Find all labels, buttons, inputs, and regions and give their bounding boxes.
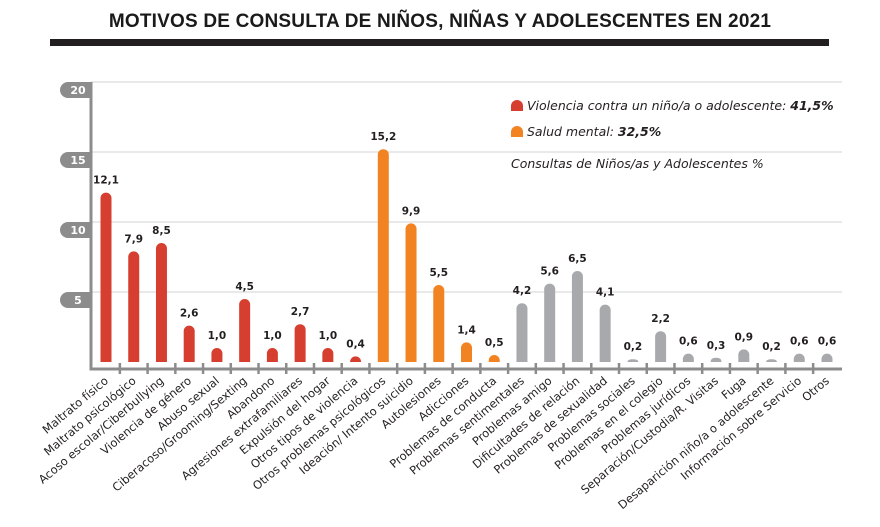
bar bbox=[183, 325, 195, 362]
legend-swatch-violencia bbox=[511, 100, 523, 111]
y-tick-label: 20 bbox=[70, 84, 86, 97]
bar bbox=[655, 331, 667, 362]
chart-title: MOTIVOS DE CONSULTA DE NIÑOS, NIÑAS Y AD… bbox=[108, 11, 772, 32]
bar bbox=[738, 349, 750, 362]
bar bbox=[627, 359, 639, 362]
data-label: 4,2 bbox=[513, 285, 532, 297]
bar bbox=[433, 285, 445, 362]
bar bbox=[766, 359, 778, 362]
bar bbox=[821, 353, 833, 362]
data-label: 1,0 bbox=[319, 330, 338, 342]
data-label: 2,2 bbox=[651, 313, 670, 325]
y-tick-pill bbox=[60, 222, 91, 238]
data-label: 0,2 bbox=[762, 341, 781, 353]
legend-item-violencia: Violencia contra un niño/a o adolescente… bbox=[511, 98, 834, 113]
legend-value-salud-mental: 32,5% bbox=[617, 124, 662, 139]
data-label: 2,7 bbox=[291, 306, 310, 318]
data-label: 2,6 bbox=[180, 308, 199, 320]
data-label: 0,6 bbox=[790, 336, 809, 348]
data-label: 15,2 bbox=[370, 131, 396, 143]
bar bbox=[599, 304, 611, 362]
bar bbox=[516, 303, 528, 362]
legend-label-salud-mental: Salud mental: bbox=[527, 124, 618, 139]
y-tick-label: 15 bbox=[70, 154, 85, 167]
bar bbox=[571, 271, 583, 362]
legend-value-violencia: 41,5% bbox=[790, 98, 834, 113]
data-label: 0,6 bbox=[679, 336, 698, 348]
bar bbox=[544, 283, 556, 362]
bar bbox=[793, 353, 805, 362]
data-label: 0,2 bbox=[624, 341, 643, 353]
y-tick-pill bbox=[60, 292, 91, 308]
data-label: 0,9 bbox=[735, 331, 754, 343]
data-label: 1,4 bbox=[457, 324, 476, 336]
bar bbox=[128, 251, 140, 362]
bar bbox=[710, 357, 722, 362]
data-label: 0,4 bbox=[346, 338, 365, 350]
y-axis-description: Consultas de Niños/as y Adolescentes % bbox=[511, 156, 764, 171]
bar bbox=[682, 353, 694, 362]
data-label: 1,0 bbox=[263, 330, 282, 342]
y-tick-pill bbox=[60, 152, 91, 168]
legend-swatch-salud-mental bbox=[511, 126, 523, 137]
legend-label-violencia: Violencia contra un niño/a o adolescente… bbox=[527, 98, 791, 113]
legend-item-salud-mental: Salud mental: 32,5% bbox=[511, 124, 661, 139]
bar bbox=[239, 299, 251, 362]
bar bbox=[155, 243, 167, 362]
bar bbox=[294, 324, 306, 362]
data-label: 7,9 bbox=[124, 233, 143, 245]
data-label: 1,0 bbox=[208, 330, 227, 342]
bar bbox=[461, 342, 472, 362]
bar bbox=[266, 348, 278, 362]
data-label: 4,5 bbox=[235, 281, 254, 293]
bar bbox=[350, 356, 362, 362]
bar bbox=[377, 149, 389, 362]
data-label: 5,5 bbox=[429, 267, 448, 279]
data-label: 0,6 bbox=[818, 336, 837, 348]
data-label: 6,5 bbox=[568, 253, 587, 265]
data-label: 0,5 bbox=[485, 337, 504, 349]
data-label: 12,1 bbox=[93, 175, 119, 187]
x-tick-label: Otros bbox=[799, 374, 832, 405]
bar bbox=[488, 355, 500, 362]
bar bbox=[322, 348, 334, 362]
data-label: 5,6 bbox=[540, 266, 559, 278]
data-label: 4,1 bbox=[596, 287, 615, 299]
data-label: 0,3 bbox=[707, 340, 726, 352]
y-tick-label: 5 bbox=[74, 294, 82, 307]
data-label: 9,9 bbox=[402, 205, 421, 217]
data-label: 8,5 bbox=[152, 225, 171, 237]
bar bbox=[100, 192, 112, 362]
y-tick-pill bbox=[60, 82, 91, 98]
bar bbox=[211, 348, 223, 362]
bar bbox=[405, 223, 417, 362]
y-tick-label: 10 bbox=[70, 224, 86, 237]
title-underline bbox=[50, 39, 829, 46]
